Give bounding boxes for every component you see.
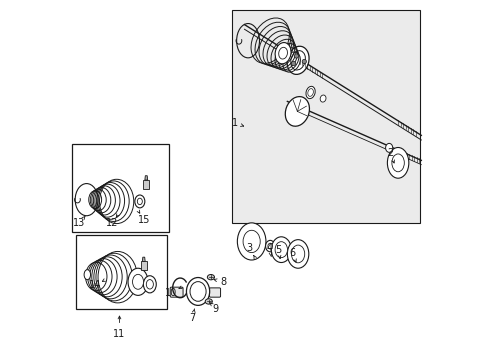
Ellipse shape [285,96,309,126]
Circle shape [294,54,298,58]
Ellipse shape [243,230,260,253]
Text: 6: 6 [289,248,295,258]
FancyBboxPatch shape [170,287,183,297]
Ellipse shape [278,47,287,59]
Ellipse shape [135,195,144,208]
Ellipse shape [84,270,90,280]
Text: 10: 10 [165,288,177,297]
Text: 2: 2 [386,148,392,158]
Bar [76,235,166,309]
Text: 3: 3 [245,243,252,253]
Ellipse shape [287,240,308,268]
Text: 5: 5 [275,245,281,255]
Ellipse shape [205,299,212,304]
Ellipse shape [391,154,404,172]
Ellipse shape [128,268,148,296]
Ellipse shape [320,95,325,102]
FancyBboxPatch shape [209,288,220,297]
Ellipse shape [291,245,304,263]
Ellipse shape [275,42,290,64]
Text: 8: 8 [220,277,225,287]
Ellipse shape [267,243,272,249]
Ellipse shape [137,198,142,204]
Ellipse shape [186,278,209,305]
Ellipse shape [286,46,308,75]
Bar [141,261,146,270]
Text: 12: 12 [106,218,118,228]
Ellipse shape [146,280,153,289]
Text: 7: 7 [189,312,195,323]
Ellipse shape [265,240,274,252]
Ellipse shape [305,86,315,99]
Ellipse shape [275,242,287,258]
Ellipse shape [207,274,214,280]
Polygon shape [142,257,145,261]
Ellipse shape [271,237,291,262]
Text: 1: 1 [231,118,238,128]
Text: 15: 15 [137,215,150,225]
Bar [72,144,168,232]
Ellipse shape [143,276,156,293]
Ellipse shape [386,148,408,178]
Text: 11: 11 [113,329,125,339]
Ellipse shape [385,143,392,152]
Text: 9: 9 [212,303,219,314]
Text: 4: 4 [266,243,272,253]
Text: 13: 13 [73,218,85,228]
Bar [143,180,149,189]
Polygon shape [144,176,147,180]
Text: 14: 14 [89,280,101,291]
Bar [231,10,419,223]
Ellipse shape [132,274,143,289]
Circle shape [302,59,306,64]
Circle shape [291,61,295,66]
Ellipse shape [237,223,265,260]
